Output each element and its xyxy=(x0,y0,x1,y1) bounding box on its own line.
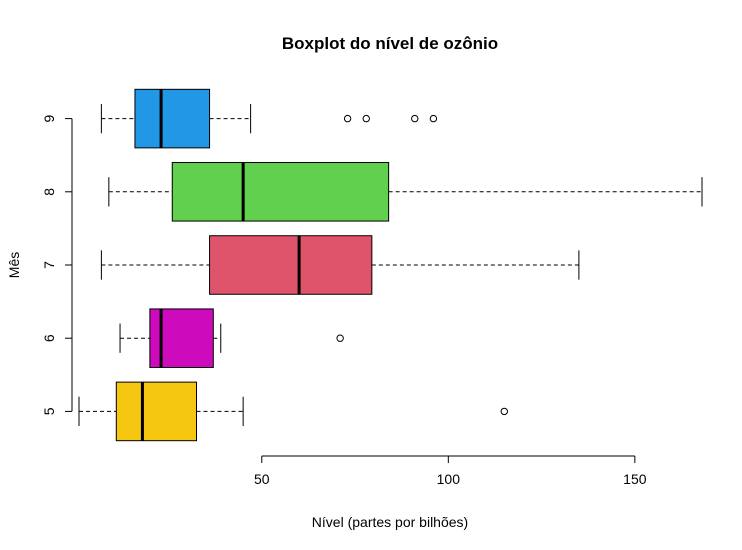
x-tick-label-50: 50 xyxy=(254,471,270,487)
box-month-5 xyxy=(78,381,508,442)
box-month-6 xyxy=(119,308,344,368)
y-tick-label-5: 5 xyxy=(41,407,57,415)
chart-title: Boxplot do nível de ozônio xyxy=(282,34,498,53)
box-body-5 xyxy=(115,381,198,442)
box-body-9 xyxy=(134,88,211,149)
x-axis: 50 100 150 xyxy=(254,455,647,487)
y-axis: 5 6 7 8 9 xyxy=(41,114,73,415)
boxes-layer xyxy=(78,88,703,442)
x-tick-label-150: 150 xyxy=(623,471,647,487)
outlier-point-9-1 xyxy=(362,114,370,123)
outlier-point-6-0 xyxy=(336,334,344,342)
box-month-8 xyxy=(108,162,703,222)
box-month-7 xyxy=(100,235,580,295)
box-body-8 xyxy=(171,162,390,222)
outlier-point-9-3 xyxy=(429,114,438,123)
y-tick-label-6: 6 xyxy=(41,334,57,342)
y-axis-label: Mês xyxy=(6,252,22,278)
y-tick-label-7: 7 xyxy=(41,261,57,269)
y-tick-label-9: 9 xyxy=(41,114,57,122)
box-month-9 xyxy=(100,88,438,149)
box-body-6 xyxy=(149,308,214,368)
box-body-7 xyxy=(209,235,373,295)
outlier-point-5-0 xyxy=(500,407,508,416)
outlier-point-9-2 xyxy=(411,114,419,123)
x-axis-label: Nível (partes por bilhões) xyxy=(312,514,468,530)
outlier-point-9-0 xyxy=(343,114,352,123)
x-tick-label-100: 100 xyxy=(437,471,461,487)
y-tick-label-8: 8 xyxy=(41,188,57,196)
